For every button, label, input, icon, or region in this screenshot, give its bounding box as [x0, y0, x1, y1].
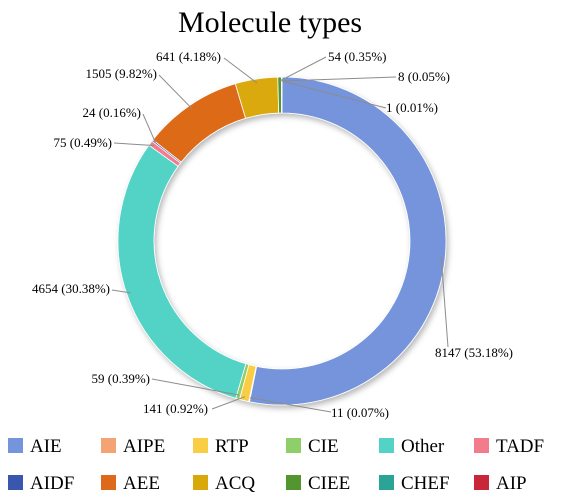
data-label-other: 4654 (30.38%) [32, 281, 110, 296]
data-label-chef: 8 (0.05%) [398, 69, 450, 84]
leader-line-aie [440, 256, 449, 348]
leader-line-aidf [142, 113, 157, 144]
data-label-ciee: 54 (0.35%) [328, 49, 387, 64]
legend-swatch-other [379, 438, 394, 453]
data-label-tadf: 75 (0.49%) [54, 135, 113, 150]
legend-swatch-aip [474, 475, 489, 490]
legend-swatch-aipe [101, 438, 116, 453]
legend-item-aipe: AIPE [101, 436, 165, 457]
legend-swatch-tadf [474, 438, 489, 453]
legend-swatch-aee [101, 475, 116, 490]
legend-item-acq: ACQ [193, 473, 255, 494]
data-label-rtp: 141 (0.92%) [143, 401, 208, 416]
legend-label-ciee: CIEE [308, 473, 350, 494]
legend-item-aie: AIE [8, 436, 62, 457]
slice-aee [152, 83, 247, 163]
legend-swatch-acq [193, 475, 208, 490]
leader-line-tadf [113, 142, 154, 146]
legend-label-aip: AIP [496, 473, 527, 494]
leader-line-rtp [211, 396, 246, 410]
slice-aie [248, 76, 447, 406]
data-label-aidf: 24 (0.16%) [83, 105, 142, 120]
data-label-aip: 1 (0.01%) [386, 100, 438, 115]
leader-line-other [111, 289, 131, 294]
legend-item-cie: CIE [286, 436, 339, 457]
legend-label-cie: CIE [308, 436, 339, 457]
legend-item-rtp: RTP [193, 436, 249, 457]
data-label-aie: 8147 (53.18%) [435, 345, 513, 360]
data-label-aipe: 11 (0.07%) [331, 405, 389, 420]
legend-label-aipe: AIPE [123, 436, 165, 457]
legend-item-aip: AIP [474, 473, 527, 494]
leader-line-aipe [249, 397, 332, 413]
legend-swatch-ciee [286, 475, 301, 490]
legend-label-other: Other [401, 436, 445, 457]
legend-label-acq: ACQ [215, 473, 255, 494]
legend-label-aie: AIE [30, 436, 62, 457]
legend-item-other: Other [379, 436, 445, 457]
legend-item-aee: AEE [101, 473, 160, 494]
legend-item-aidf: AIDF [8, 473, 74, 494]
legend-item-chef: CHEF [379, 473, 450, 494]
leader-line-cie [151, 378, 239, 396]
legend-label-tadf: TADF [496, 436, 544, 457]
leader-line-aip [281, 80, 387, 109]
legend-swatch-aie [8, 438, 23, 453]
legend-item-ciee: CIEE [286, 473, 350, 494]
slice-ciee [277, 76, 282, 114]
data-label-cie: 59 (0.39%) [92, 371, 151, 386]
legend-label-chef: CHEF [401, 473, 450, 494]
legend-swatch-rtp [193, 438, 208, 453]
legend-swatch-cie [286, 438, 301, 453]
data-label-aee: 1505 (9.82%) [86, 66, 158, 81]
legend-swatch-aidf [8, 475, 23, 490]
legend-item-tadf: TADF [474, 436, 544, 457]
legend-label-aidf: AIDF [30, 473, 74, 494]
leader-line-chef [281, 76, 397, 82]
data-label-acq: 641 (4.18%) [156, 49, 221, 64]
legend-label-aee: AEE [123, 473, 160, 494]
slice-other [117, 144, 247, 399]
leader-line-ciee [279, 56, 327, 82]
chart-title: Molecule types [178, 6, 362, 39]
legend-label-rtp: RTP [215, 436, 249, 457]
leader-line-acq [223, 57, 258, 84]
legend-swatch-chef [379, 475, 394, 490]
leader-line-aee [158, 74, 193, 110]
